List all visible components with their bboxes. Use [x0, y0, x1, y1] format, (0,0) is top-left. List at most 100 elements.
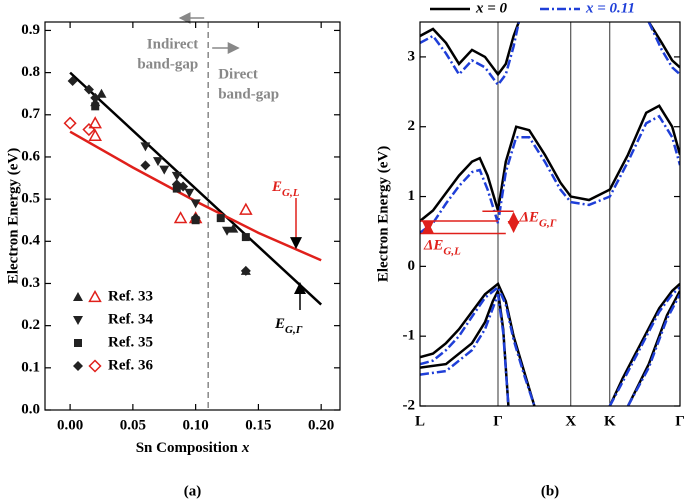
legend-label: Ref. 34 [108, 311, 153, 327]
y-tick-label: -1 [403, 328, 416, 344]
y-tick-label: 0.3 [21, 275, 40, 291]
x-tick-label: 0.20 [308, 417, 334, 433]
fit-label: EG,L [271, 179, 300, 198]
y-tick-label: 0.9 [21, 22, 40, 38]
y-tick-label: 0.1 [21, 359, 40, 375]
point-open [88, 116, 102, 129]
legend-marker [74, 339, 82, 347]
gap-label-main: ΔE [423, 238, 443, 254]
band [420, 22, 521, 87]
x-tick-label: 0.10 [183, 417, 209, 433]
point [228, 223, 239, 233]
x-tick-label: Γ [675, 413, 685, 429]
band [420, 114, 680, 234]
point [83, 84, 94, 95]
y-tick-label: 2 [408, 118, 416, 134]
y-axis-title: Electron Energy (eV) [375, 146, 391, 282]
region-label: band-gap [137, 56, 198, 72]
gap-label-sub: G,L [443, 245, 461, 257]
y-tick-label: 0.2 [21, 317, 40, 333]
region-label: Direct [218, 66, 258, 82]
y-tick-label: 0.4 [21, 233, 40, 249]
point [91, 102, 100, 111]
point-open [82, 122, 96, 137]
legend-marker [73, 292, 83, 301]
fit-label-main: E [274, 316, 285, 332]
region-label: band-gap [218, 86, 279, 102]
band [420, 22, 520, 77]
point [159, 165, 170, 175]
y-tick-label: 0.7 [21, 106, 40, 122]
point [140, 160, 151, 171]
x-tick-label: L [415, 413, 425, 429]
band [420, 286, 510, 406]
y-tick-label: 0.6 [21, 148, 40, 164]
gap-label-sub: G,Γ [539, 217, 557, 229]
panel-label: (a) [184, 483, 202, 499]
point-open [173, 211, 188, 224]
point [90, 92, 101, 103]
y-tick-label: 1 [408, 188, 416, 204]
legend-label: x = 0.11 [585, 0, 635, 16]
gap-label-main: ΔE [519, 210, 539, 226]
band [608, 282, 680, 406]
y-tick-label: 0.8 [21, 64, 40, 80]
fit-label-main: E [271, 179, 282, 195]
plot-frame [44, 21, 341, 411]
fit-label: EG,Γ [274, 316, 303, 335]
legend-label: Ref. 36 [108, 357, 153, 373]
point [178, 181, 189, 192]
y-tick-label: -2 [403, 397, 416, 413]
x-axis-title-text: Sn Composition [136, 440, 239, 456]
point [216, 214, 225, 223]
x-tick-label: 0.00 [57, 417, 83, 433]
point-open [88, 128, 102, 142]
panel-label: (b) [541, 483, 559, 499]
point-open [63, 116, 77, 130]
legend-marker [88, 289, 102, 303]
legend-label: Ref. 33 [108, 288, 153, 304]
band [626, 293, 680, 406]
point [171, 171, 182, 181]
legend-marker [88, 359, 102, 373]
point [241, 233, 250, 242]
fit-line [69, 71, 323, 306]
point [184, 188, 195, 198]
y-tick-label: 0.5 [21, 191, 40, 207]
band [420, 281, 536, 406]
x-tick-label: 0.05 [120, 417, 146, 433]
band [647, 22, 680, 69]
point [190, 199, 201, 209]
y-tick-label: 3 [408, 48, 416, 64]
plot-frame [419, 21, 681, 407]
point [67, 76, 78, 87]
point [140, 142, 151, 152]
point [240, 265, 251, 276]
legend-label: x = 0 [475, 0, 508, 16]
point-open [239, 202, 253, 215]
region-label: Indirect [147, 36, 198, 52]
point [152, 157, 163, 167]
band [647, 22, 680, 76]
x-axis-title: Sn Composition x [136, 440, 250, 456]
bands [420, 22, 680, 406]
legend-marker [73, 361, 83, 371]
gap-label: ΔEG,L [423, 238, 461, 257]
y-tick-label: 0 [408, 258, 416, 274]
point [96, 88, 107, 98]
x-tick-label: Γ [493, 413, 503, 429]
x-axis-title-var: x [241, 440, 250, 456]
point [190, 213, 201, 224]
point [222, 226, 233, 236]
fit-label-sub: G,Γ [285, 324, 303, 336]
y-tick-label: 0.0 [21, 401, 40, 417]
fit-label-sub: G,L [282, 187, 300, 199]
x-tick-label: X [565, 413, 576, 429]
gap-label: ΔEG,Γ [519, 210, 557, 229]
x-tick-label: 0.15 [245, 417, 271, 433]
y-axis-title: Electron Energy (eV) [5, 148, 21, 284]
band [608, 286, 680, 406]
legend-label: Ref. 35 [108, 334, 153, 350]
band [420, 104, 680, 222]
